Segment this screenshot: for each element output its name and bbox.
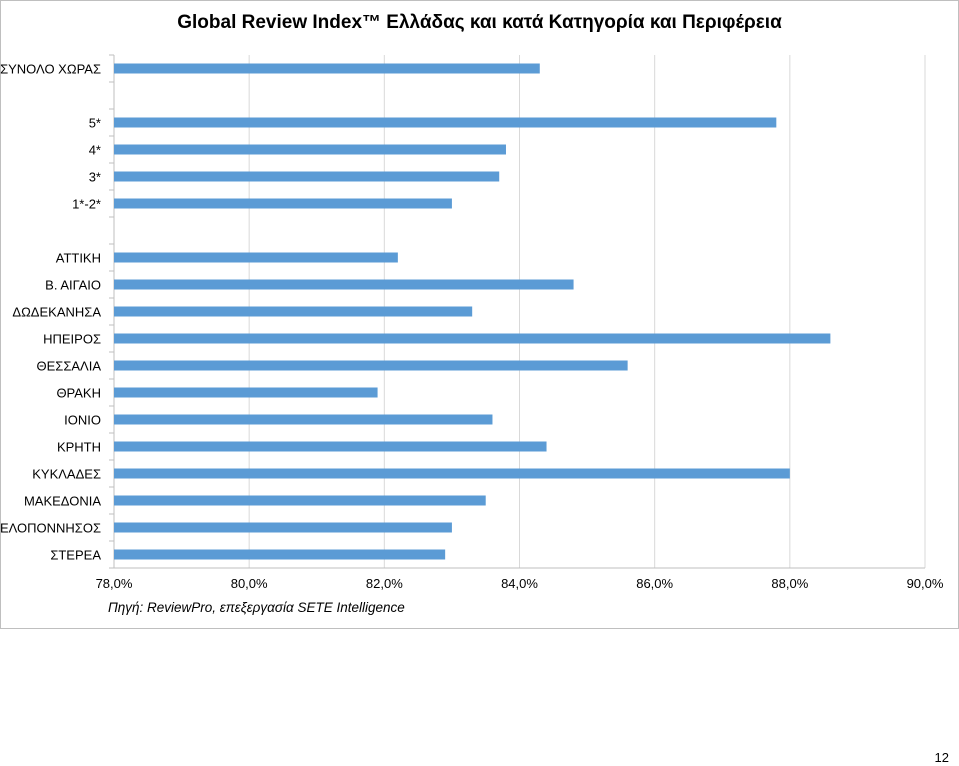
- x-tick-label: 84,0%: [501, 576, 538, 591]
- x-tick-label: 80,0%: [231, 576, 268, 591]
- bar: [114, 333, 831, 344]
- bar: [114, 387, 378, 398]
- category-label: ΘΡΑΚΗ: [56, 386, 101, 401]
- category-label: 3*: [89, 170, 101, 185]
- bar: [114, 441, 547, 452]
- bar-chart: ΣΥΝΟΛΟ ΧΩΡΑΣ 5* 4* 3* 1*-2* ΑΤΤΙΚΗ Β. ΑΙΓΑΙΟ ΔΩ…: [0, 54, 944, 591]
- bar: [114, 306, 473, 317]
- chart-title: Global Review Index™ Ελλάδας και κατά Κα…: [177, 12, 782, 33]
- bar: [114, 198, 452, 209]
- category-label: ΚΥΚΛΑΔΕΣ: [32, 467, 101, 482]
- x-tick-label: 82,0%: [366, 576, 403, 591]
- page-number: 12: [934, 750, 949, 765]
- category-label: ΜΑΚΕΔΟΝΙΑ: [24, 494, 101, 509]
- category-label: 4*: [89, 143, 101, 158]
- bar: [114, 468, 790, 479]
- x-tick-label: 78,0%: [96, 576, 133, 591]
- bar: [114, 360, 628, 371]
- bar: [114, 63, 540, 74]
- category-label: ΣΤΕΡΕΑ: [50, 548, 101, 563]
- x-tick-label: 90,0%: [907, 576, 944, 591]
- x-tick-label: 86,0%: [636, 576, 673, 591]
- bar: [114, 495, 486, 506]
- category-label: ΗΠΕΙΡΟΣ: [43, 332, 101, 347]
- bar: [114, 144, 506, 155]
- bar: [114, 414, 493, 425]
- bar: [114, 279, 574, 290]
- category-label: 1*-2*: [72, 197, 101, 212]
- bar: [114, 171, 500, 182]
- category-label: Β. ΑΙΓΑΙΟ: [45, 278, 101, 293]
- category-label: 5*: [89, 116, 101, 131]
- category-label: ΘΕΣΣΑΛΙΑ: [37, 359, 102, 374]
- category-label: ΠΕΛΟΠΟΝΝΗΣΟΣ: [0, 521, 101, 536]
- bar: [114, 117, 777, 128]
- x-tick-label: 88,0%: [771, 576, 808, 591]
- category-label: ΑΤΤΙΚΗ: [56, 251, 101, 266]
- bar: [114, 252, 398, 263]
- bar: [114, 549, 446, 560]
- category-label: ΚΡΗΤΗ: [57, 440, 101, 455]
- bar: [114, 522, 452, 533]
- category-label: ΔΩΔΕΚΑΝΗΣΑ: [12, 305, 101, 320]
- source-note: Πηγή: ReviewPro, επεξεργασία SETE Intell…: [108, 600, 405, 615]
- category-label: ΙΟΝΙΟ: [64, 413, 101, 428]
- category-label: ΣΥΝΟΛΟ ΧΩΡΑΣ: [0, 62, 101, 77]
